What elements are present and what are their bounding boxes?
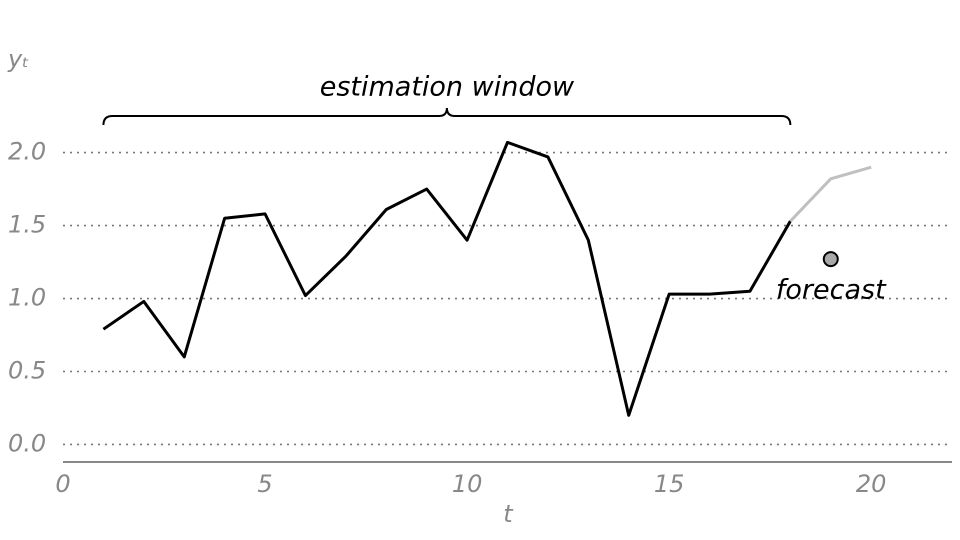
x-tick-label: 0 <box>55 470 70 498</box>
x-axis-label: t <box>503 500 514 528</box>
y-tick-label: 0.5 <box>8 357 46 385</box>
brace <box>102 107 792 126</box>
x-tick-label: 10 <box>452 470 483 498</box>
y-tick-label: 0.0 <box>8 429 46 457</box>
annotation: forecast <box>776 275 887 306</box>
x-tick-label: 15 <box>654 470 685 498</box>
line <box>102 140 792 417</box>
line <box>789 165 872 223</box>
x-tick-label: 20 <box>856 470 887 498</box>
y-axis-label: yₜ <box>7 45 29 73</box>
y-tick-label: 1.0 <box>8 284 46 312</box>
forecast-point <box>822 251 839 268</box>
y-tick-label: 2.0 <box>8 138 46 166</box>
y-tick-label: 1.5 <box>8 211 46 239</box>
annotation: estimation window <box>320 72 575 103</box>
x-tick-label: 5 <box>257 470 272 498</box>
